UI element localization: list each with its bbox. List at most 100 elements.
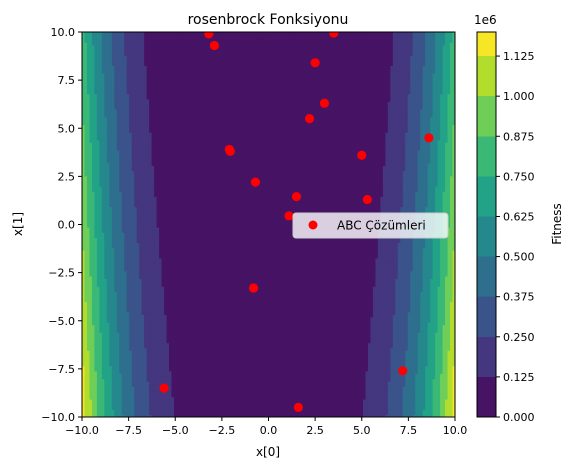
contour-cell <box>91 34 96 38</box>
contour-cell <box>94 342 98 346</box>
contour-cell <box>129 322 133 326</box>
contour-cell <box>84 239 88 244</box>
contour-cell <box>129 65 133 69</box>
contour-cell <box>111 296 115 300</box>
contour-cell <box>84 242 88 246</box>
contour-cell <box>106 85 110 90</box>
contour-cell <box>94 62 98 66</box>
contour-cell <box>111 193 115 197</box>
contour-cell <box>82 119 86 123</box>
contour-cell <box>121 304 125 308</box>
contour-cell <box>109 183 113 187</box>
contour-cell <box>126 268 130 272</box>
contour-cell <box>134 198 138 202</box>
contour-cell <box>106 409 110 413</box>
contour-cell <box>129 239 133 244</box>
contour-cell <box>96 186 101 190</box>
contour-cell <box>121 203 125 208</box>
contour-cell <box>82 178 86 182</box>
contour-cell <box>84 80 88 84</box>
contour-cell <box>96 132 101 136</box>
contour-cell <box>119 168 123 172</box>
contour-cell <box>101 198 105 202</box>
contour-cell <box>82 219 86 223</box>
contour-cell <box>124 414 128 417</box>
contour-cell <box>124 106 128 110</box>
contour-cell <box>114 137 118 141</box>
contour-cell <box>126 119 130 123</box>
contour-cell <box>86 49 91 54</box>
contour-cell <box>134 183 138 187</box>
contour-cell <box>89 255 93 259</box>
contour-cell <box>99 324 103 328</box>
contour-cell <box>126 245 130 249</box>
contour-cell <box>106 211 110 215</box>
contour-cell <box>82 42 86 46</box>
contour-cell <box>99 114 103 118</box>
contour-cell <box>121 114 125 118</box>
contour-cell <box>82 78 86 82</box>
contour-cell <box>86 309 91 313</box>
contour-cell <box>99 337 103 341</box>
contour-cell <box>106 365 110 369</box>
contour-cell <box>111 401 115 405</box>
contour-cell <box>109 206 113 210</box>
contour-cell <box>99 162 103 167</box>
contour-cell <box>109 399 113 403</box>
contour-cell <box>82 406 86 410</box>
contour-cell <box>116 375 120 380</box>
contour-cell <box>121 170 125 174</box>
contour-cell <box>104 314 108 318</box>
contour-cell <box>106 404 110 408</box>
contour-cell <box>126 60 130 64</box>
contour-cell <box>104 206 108 210</box>
contour-cell <box>129 186 133 190</box>
contour-cell <box>106 406 110 410</box>
contour-cell <box>131 162 135 167</box>
contour-cell <box>124 332 128 336</box>
contour-cell <box>116 52 120 56</box>
contour-cell <box>109 345 113 349</box>
contour-cell <box>109 152 113 156</box>
contour-cell <box>134 224 138 228</box>
contour-cell <box>134 329 138 333</box>
contour-cell <box>116 37 120 41</box>
contour-cell <box>91 73 96 77</box>
contour-cell <box>131 139 135 143</box>
contour-cell <box>86 324 91 328</box>
contour-cell <box>106 414 110 417</box>
contour-cell <box>96 268 101 272</box>
contour-cell <box>84 273 88 277</box>
contour-cell <box>99 49 103 54</box>
contour-cell <box>116 93 120 97</box>
contour-cell <box>104 137 108 141</box>
contour-cell <box>114 342 118 346</box>
contour-cell <box>129 193 133 197</box>
contour-cell <box>119 283 123 287</box>
contour-cell <box>106 386 110 390</box>
contour-cell <box>91 301 96 305</box>
contour-cell <box>114 198 118 202</box>
contour-cell <box>119 116 123 120</box>
contour-cell <box>129 291 133 295</box>
contour-cell <box>101 370 105 374</box>
contour-cell <box>121 34 125 38</box>
contour-cell <box>116 162 120 167</box>
contour-cell <box>89 360 93 364</box>
contour-cell <box>114 96 118 100</box>
contour-cell <box>121 214 125 218</box>
contour-cell <box>121 216 125 220</box>
contour-cell <box>89 401 93 405</box>
contour-cell <box>84 134 88 138</box>
contour-cell <box>99 216 103 220</box>
contour-cell <box>104 404 108 408</box>
contour-cell <box>91 288 96 292</box>
contour-cell <box>131 334 135 339</box>
contour-cell <box>124 239 128 244</box>
contour-cell <box>111 206 115 210</box>
contour-cell <box>131 78 135 82</box>
contour-cell <box>82 355 86 359</box>
contour-cell <box>96 39 101 43</box>
contour-cell <box>106 296 110 300</box>
contour-cell <box>131 409 135 413</box>
